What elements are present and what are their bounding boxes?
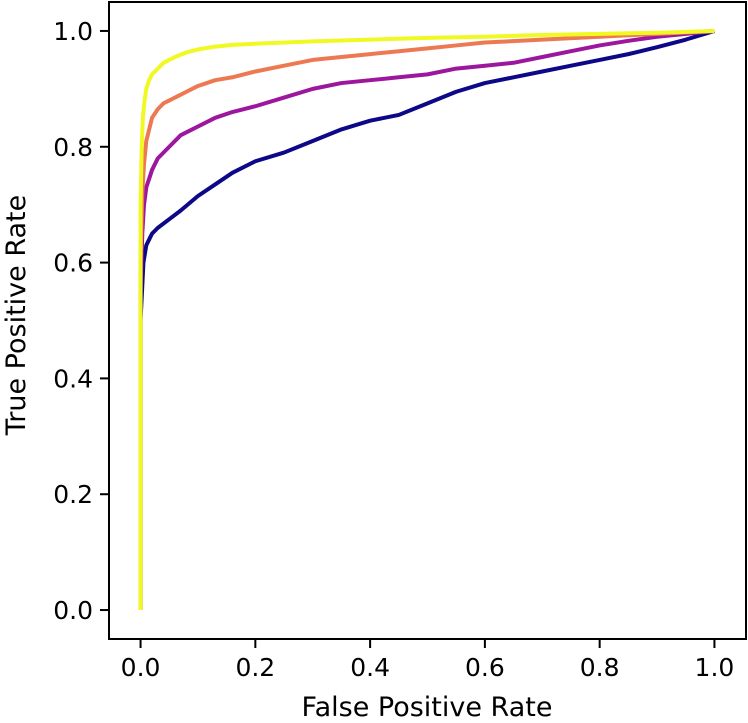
y-tick-label: 1.0: [53, 17, 93, 46]
y-tick-label: 0.8: [53, 133, 93, 162]
y-axis-label: True Positive Rate: [1, 195, 32, 437]
x-tick-label: 0.4: [350, 653, 390, 682]
x-tick-label: 0.6: [465, 653, 505, 682]
y-tick-label: 0.0: [53, 596, 93, 625]
x-tick-label: 0.0: [121, 653, 161, 682]
roc-curve-3: [138, 28, 715, 611]
y-tick-label: 0.2: [53, 480, 93, 509]
y-tick-label: 0.4: [53, 364, 93, 393]
plot-frame: [108, 1, 747, 640]
series-layer: [138, 28, 716, 611]
x-tick-label: 0.8: [580, 653, 620, 682]
x-axis: 0.0 0.2 0.4 0.6 0.8 1.0: [121, 639, 735, 682]
x-axis-label: False Positive Rate: [302, 692, 553, 723]
roc-curve-1: [138, 29, 716, 611]
roc-curve-4: [138, 28, 715, 611]
x-tick-label: 1.0: [695, 653, 735, 682]
y-axis: 0.0 0.2 0.4 0.6 0.8 1.0: [53, 17, 109, 625]
roc-curve-2: [138, 28, 715, 611]
y-tick-label: 0.6: [53, 249, 93, 278]
x-tick-label: 0.2: [235, 653, 275, 682]
